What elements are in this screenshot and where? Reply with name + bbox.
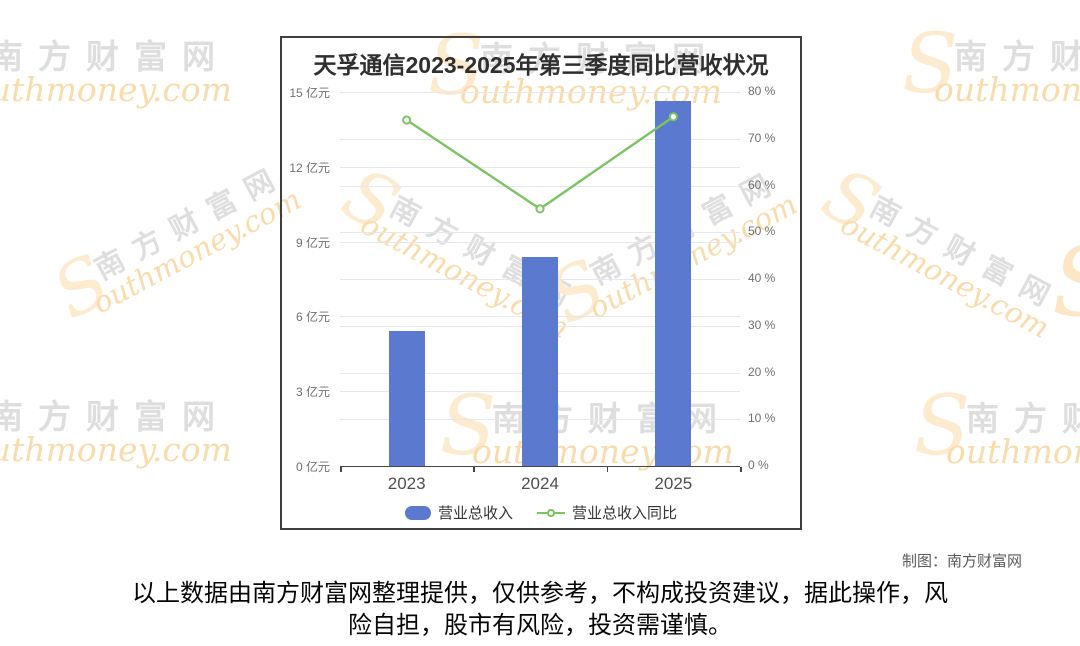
watermark-bottom-left: S 南方财富网 outhmoney.com (0, 388, 232, 483)
watermark-script-text: outhmoney.com (946, 432, 1080, 471)
watermark-cn-text: 南方财富网 (0, 398, 230, 435)
left-axis-tick-label: 12 亿元 (289, 160, 330, 175)
watermark-mid-left: S 南方财富网 outhmoney.com (40, 151, 310, 345)
watermark-s-glyph: S (914, 379, 971, 474)
gridline-left-axis (340, 166, 740, 168)
right-axis-tick-label: 80 % (748, 84, 776, 98)
chart-box: 天孚通信2023-2025年第三季度同比营收状况 0 亿元 3 亿元 6 亿元 9 亿… (280, 36, 802, 530)
yoy-point-2024[interactable] (535, 204, 545, 214)
disclaimer-line-1: 以上数据由南方财富网整理提供，仅供参考，不构成投资建议，据此操作，风 (132, 580, 948, 607)
x-axis-tick (473, 467, 475, 472)
left-axis-tick-label: 9 亿元 (295, 235, 330, 250)
watermark-script-text: outhmoney.com (0, 70, 232, 109)
watermark-s-glyph: S (902, 17, 959, 112)
yoy-point-2025[interactable] (668, 112, 678, 122)
x-axis-category-label: 2025 (654, 474, 693, 493)
gridline-left-axis (340, 241, 740, 243)
bar-series-swatch-icon (404, 505, 431, 520)
legend-item-yoy[interactable]: 营业总收入同比 (537, 502, 677, 523)
watermark-s-glyph: S (809, 152, 893, 250)
right-axis-tick-label: 50 % (748, 224, 776, 239)
right-axis-tick-label: 60 % (748, 177, 776, 192)
disclaimer-text: 以上数据由南方财富网整理提供，仅供参考，不构成投资建议，据此操作，风 险自担，股… (0, 578, 1080, 641)
watermark-script-text: outhmoney.com (0, 430, 232, 469)
disclaimer-line-2: 险自担，股市有风险，投资需谨慎。 (348, 611, 732, 639)
legend: 营业总收入 营业总收入同比 (282, 502, 800, 523)
gridline-right-axis (340, 92, 740, 93)
watermark-cn-text: 南方财富网 (954, 38, 1080, 75)
yoy-point-2023[interactable] (402, 115, 412, 125)
right-axis-tick-label: 0 % (748, 458, 769, 472)
chart-title: 天孚通信2023-2025年第三季度同比营收状况 (313, 52, 769, 78)
x-axis-category-label: 2024 (521, 474, 559, 493)
right-axis-tick-label: 30 % (748, 317, 776, 332)
watermark-top-left: S 南方财富网 outhmoney.com (0, 28, 232, 123)
right-axis-tick-label: 20 % (748, 364, 776, 379)
watermark-script-text: outhmoney.com (835, 206, 1056, 346)
left-axis-tick-label: 3 亿元 (295, 385, 330, 400)
x-axis-tick (606, 467, 609, 472)
gridline-right-axis (340, 138, 740, 140)
bar-2024[interactable] (522, 257, 558, 466)
watermark-cn-text: 南方财富网 (89, 157, 292, 286)
yoy-line (406, 115, 675, 211)
watermark-top-right: S 南方财富网 outhmoney.com (902, 17, 1080, 123)
watermark-cn-text: 南方财富网 (864, 189, 1067, 318)
watermark-bottom-right: S 南方财富网 outhmoney.com (914, 379, 1080, 485)
right-axis-tick-label: 70 % (748, 130, 776, 145)
left-axis-tick-label: 15 亿元 (289, 86, 330, 100)
watermark-s-glyph: S (40, 238, 124, 336)
right-axis-tick-label: 40 % (748, 271, 776, 285)
x-axis-tick (740, 467, 742, 472)
watermark-cn-text: 南方财富网 (0, 38, 230, 75)
right-axis-tick-label: 10 % (748, 411, 776, 426)
line-series-swatch-icon (537, 506, 565, 520)
chart-credit: 制图：南方财富网 (901, 553, 1022, 570)
left-axis-tick-label: 6 亿元 (295, 310, 330, 325)
legend-label: 营业总收入 (437, 505, 513, 522)
gridline-right-axis (340, 185, 740, 187)
watermark-cn-text: 南方财富网 (966, 400, 1080, 437)
legend-item-revenue[interactable]: 营业总收入 (404, 502, 513, 523)
yoy-line-chart (402, 112, 678, 214)
watermark-script-text: outhmoney.com (934, 70, 1080, 109)
plot-area: 0 亿元 3 亿元 6 亿元 9 亿元 12 亿元 15 亿元 0 % 10 % 20 % 30 … (289, 84, 775, 493)
gridline-right-axis (340, 232, 740, 234)
legend-label: 营业总收入同比 (572, 505, 678, 522)
watermark-far-right: S 南方财富网 outhmoney.com (805, 152, 1070, 355)
bar-2023[interactable] (388, 330, 425, 466)
bar-2025[interactable] (655, 100, 692, 466)
left-axis-tick-label: 0 亿元 (295, 460, 330, 474)
x-axis-tick (340, 467, 342, 472)
watermark-s-glyph: S (1052, 234, 1080, 330)
x-axis-category-label: 2023 (387, 474, 426, 493)
watermark-script-text: outhmoney.com (86, 181, 307, 321)
